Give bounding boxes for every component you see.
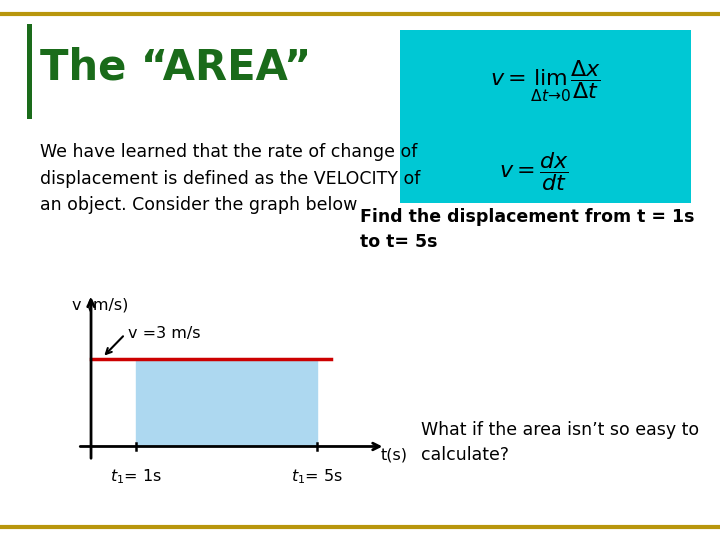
Bar [136,359,318,447]
Text: v =3 m/s: v =3 m/s [128,326,201,341]
Text: $t_1$= 5s: $t_1$= 5s [292,468,343,486]
Text: Find the displacement from t = 1s
to t= 5s: Find the displacement from t = 1s to t= … [360,208,695,251]
Text: t(s): t(s) [381,447,408,462]
Text: The “AREA”: The “AREA” [40,46,311,89]
Text: $t_1$= 1s: $t_1$= 1s [110,468,162,486]
Text: $v = \dfrac{dx}{dt}$: $v = \dfrac{dx}{dt}$ [499,150,569,193]
Text: $v = \lim_{\Delta t \to 0} \dfrac{\Delta x}{\Delta t}$: $v = \lim_{\Delta t \to 0} \dfrac{\Delta… [490,59,600,104]
Text: We have learned that the rate of change of
displacement is defined as the VELOCI: We have learned that the rate of change … [40,143,420,214]
Text: What if the area isn’t so easy to
calculate?: What if the area isn’t so easy to calcul… [421,421,699,464]
Text: v (m/s): v (m/s) [72,298,128,313]
